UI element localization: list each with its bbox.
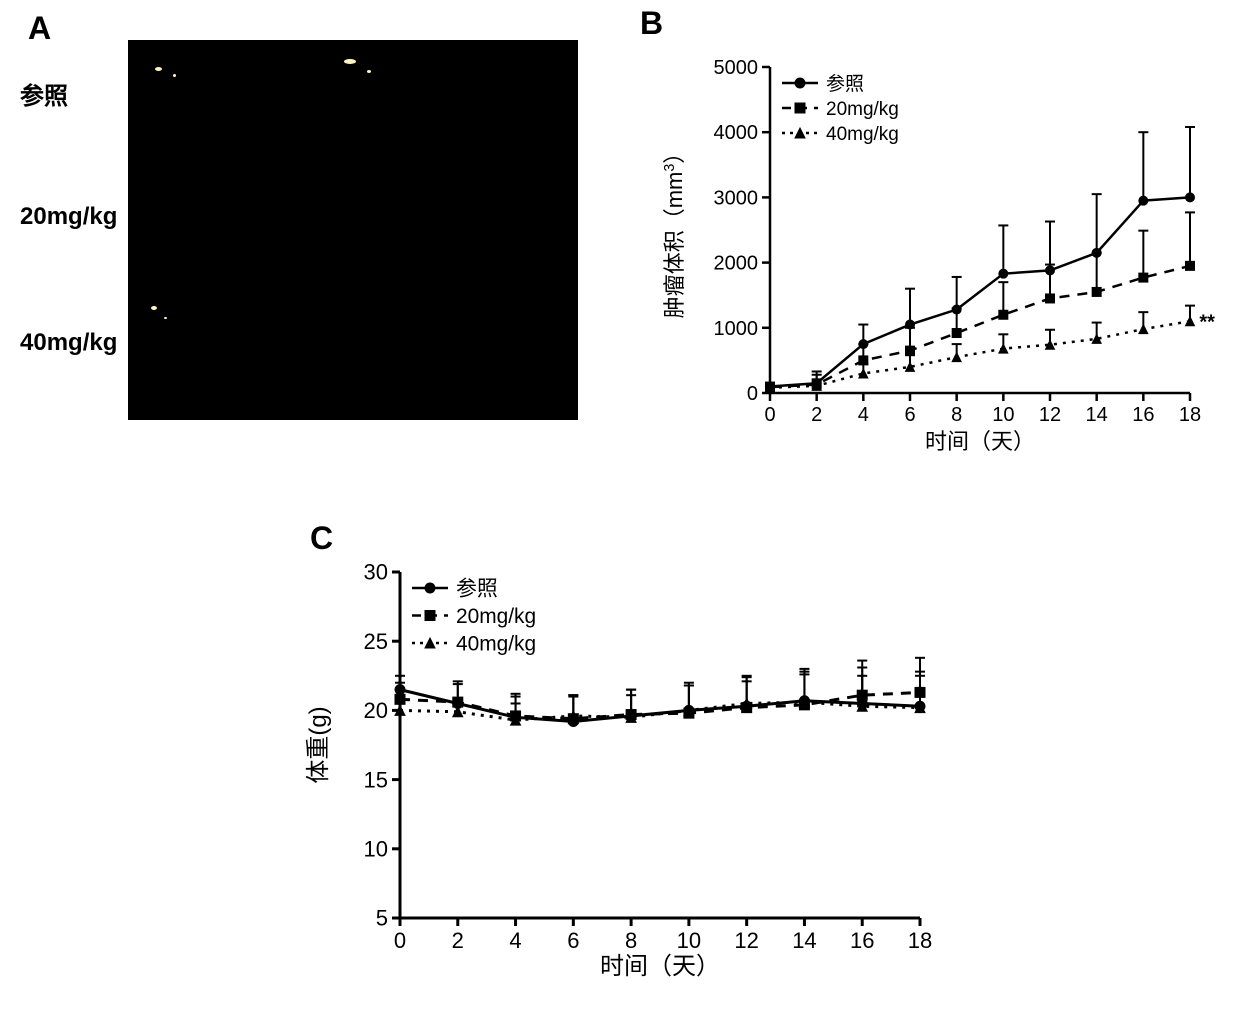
svg-text:1000: 1000: [714, 318, 759, 340]
svg-text:14: 14: [792, 928, 816, 953]
panel-a-speck: [164, 317, 167, 319]
panel-a-speck: [344, 59, 356, 64]
figure-root: A 参照 20mg/kg 40mg/kg B 0 2 4 6 8 10 12 14 16 18 0 1…: [0, 0, 1240, 1015]
svg-text:参照: 参照: [826, 73, 864, 95]
svg-text:8: 8: [625, 928, 637, 953]
svg-text:16: 16: [850, 928, 874, 953]
svg-text:6: 6: [904, 404, 915, 426]
svg-text:时间（天）: 时间（天）: [600, 953, 720, 980]
svg-text:12: 12: [1039, 404, 1061, 426]
svg-text:30: 30: [364, 560, 388, 585]
panel-b-label: B: [640, 5, 663, 42]
svg-text:18: 18: [908, 928, 932, 953]
panel-a-image: [128, 40, 578, 420]
svg-text:0: 0: [764, 404, 775, 426]
svg-text:40mg/kg: 40mg/kg: [826, 124, 899, 145]
panel-b-chart: 0 2 4 6 8 10 12 14 16 18 0 1000 2000 3000 4000 5000 时间（天…: [660, 55, 1220, 455]
svg-text:14: 14: [1086, 404, 1108, 426]
svg-text:40mg/kg: 40mg/kg: [456, 633, 536, 656]
panel-b-svg: 0 2 4 6 8 10 12 14 16 18 0 1000 2000 3000 4000 5000 时间（天…: [660, 55, 1220, 455]
svg-text:18: 18: [1179, 404, 1201, 426]
panel-a-rowlabel-2: 40mg/kg: [20, 301, 120, 428]
svg-text:时间（天）: 时间（天）: [925, 429, 1035, 454]
svg-text:20mg/kg: 20mg/kg: [826, 99, 899, 120]
svg-text:0: 0: [394, 928, 406, 953]
panel-a-label: A: [28, 10, 51, 47]
svg-text:2: 2: [811, 404, 822, 426]
svg-text:6: 6: [567, 928, 579, 953]
svg-text:4: 4: [509, 928, 521, 953]
svg-text:3000: 3000: [714, 187, 759, 209]
svg-text:15: 15: [364, 767, 388, 792]
panel-a-speck: [173, 74, 176, 77]
svg-text:2: 2: [452, 928, 464, 953]
svg-text:25: 25: [364, 629, 388, 654]
panel-a-rowlabel-1: 20mg/kg: [20, 175, 120, 302]
svg-text:4000: 4000: [714, 122, 759, 144]
panel-a-image-surface: [128, 40, 578, 420]
svg-text:2000: 2000: [714, 253, 759, 275]
svg-text:0: 0: [747, 383, 758, 405]
panel-c-svg: 0 2 4 6 8 10 12 14 16 18 5 10 15 20 25 30 时间（天） 体重(g) 参照 20…: [300, 560, 940, 980]
svg-text:20: 20: [364, 698, 388, 723]
svg-text:10: 10: [677, 928, 701, 953]
svg-text:**: **: [1199, 311, 1215, 333]
panel-a-speck: [155, 67, 162, 71]
panel-a-speck: [151, 306, 157, 310]
svg-text:20mg/kg: 20mg/kg: [456, 605, 536, 628]
panel-a-row-labels: 参照 20mg/kg 40mg/kg: [20, 48, 120, 428]
panel-c-label: C: [310, 520, 333, 557]
panel-a-speck: [367, 70, 371, 73]
svg-text:10: 10: [992, 404, 1014, 426]
svg-text:16: 16: [1132, 404, 1154, 426]
svg-text:5000: 5000: [714, 57, 759, 79]
svg-text:8: 8: [951, 404, 962, 426]
panel-a-rowlabel-0: 参照: [20, 48, 120, 175]
svg-text:肿瘤体积（mm3）: 肿瘤体积（mm3）: [662, 142, 687, 319]
svg-text:5: 5: [376, 906, 388, 931]
panel-c-chart: 0 2 4 6 8 10 12 14 16 18 5 10 15 20 25 30 时间（天） 体重(g) 参照 20…: [300, 560, 940, 980]
svg-text:4: 4: [858, 404, 869, 426]
svg-text:体重(g): 体重(g): [305, 706, 332, 783]
svg-text:12: 12: [734, 928, 758, 953]
svg-text:参照: 参照: [456, 578, 498, 601]
svg-text:10: 10: [364, 837, 388, 862]
